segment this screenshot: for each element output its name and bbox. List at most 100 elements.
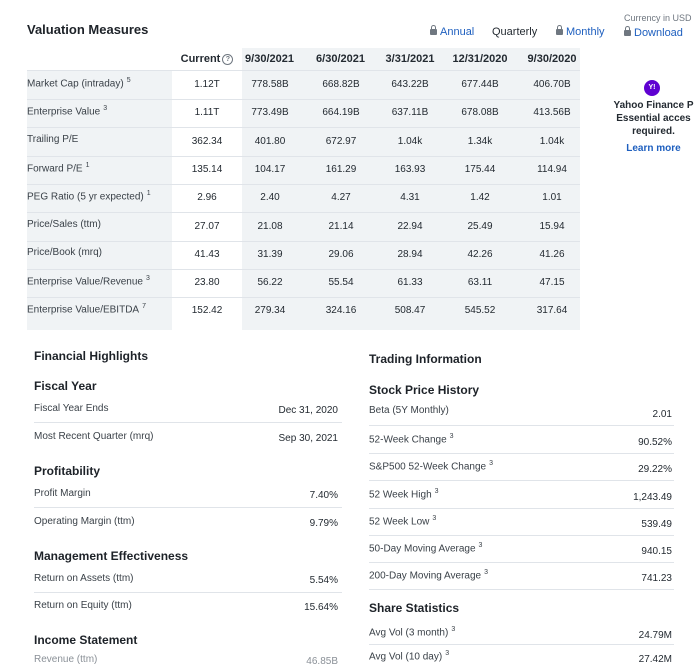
footnote-marker: 3 [478,542,483,549]
col-header: 9/30/2021 [245,53,294,65]
row-label-text: Enterprise Value [27,106,101,118]
row-label-text: Market Cap (intraday) [27,78,124,90]
footnote-marker: 1 [146,190,151,198]
divider [369,535,674,536]
valuation-cell: 413.56B [533,107,571,119]
valuation-cell: 41.26 [539,248,565,260]
label-text: 52 Week Low [369,516,430,528]
valuation-cell: 637.11B [391,107,429,119]
divider [369,480,674,481]
stock-history-value: 741.23 [641,573,672,584]
financial-highlights-title: Financial Highlights [34,349,149,363]
divider [27,212,580,214]
label-text: Avg Vol (10 day) [369,651,443,663]
valuation-cell: 61.33 [397,277,423,289]
row-label-text: Enterprise Value/Revenue [27,276,143,288]
valuation-cell: 28.94 [397,248,423,260]
learn-more-link[interactable]: Learn more [626,143,681,154]
mgmt-row-value: 5.54% [309,575,338,586]
valuation-cell: 1.04k [397,135,423,147]
stock-history-value: 1,243.49 [633,492,672,503]
col-header: 9/30/2020 [527,53,577,65]
divider [27,268,580,270]
stock-history-value: 29.22% [638,464,672,475]
stock-history-label: S&P500 52-Week Change 3 [369,460,493,472]
monthly-toggle[interactable]: Monthly [556,25,605,38]
fiscal-row-value: Sep 30, 2021 [278,433,339,444]
valuation-cell: 4.27 [331,192,351,204]
valuation-row-label: Price/Sales (ttm) [27,219,101,230]
row-label-text: Price/Sales (ttm) [27,218,101,230]
valuation-cell: 677.44B [461,79,499,90]
valuation-cell: 175.44 [464,163,496,175]
fiscal-row-label: Fiscal Year Ends [34,403,109,414]
col-header: 6/30/2021 [316,53,365,65]
valuation-cell: 678.08B [461,107,499,119]
valuation-cell: 29.06 [328,248,354,260]
valuation-cell: 1.04k [539,135,565,147]
income-row-label: Revenue (ttm) [34,654,98,665]
stock-history-label: 200-Day Moving Average 3 [369,569,488,581]
divider [34,592,342,593]
valuation-cell: 152.42 [191,305,223,317]
stock-price-history-title: Stock Price History [369,383,480,397]
stock-history-label: 52-Week Change 3 [369,433,454,445]
quarterly-toggle[interactable]: Quarterly [492,26,538,38]
valuation-cell: 672.97 [325,135,357,147]
divider [369,589,674,590]
promo-line: Essential acces [616,113,691,124]
lock-icon [430,25,437,35]
mgmt-row-label: Return on Equity (ttm) [34,600,132,611]
share-statistics-title: Share Statistics [369,601,460,615]
valuation-row-label: Forward P/E 1 [27,162,89,174]
profit-row-value: 9.79% [309,518,338,529]
valuation-cell: 41.43 [194,248,220,260]
valuation-cell: 401.80 [254,135,286,147]
col-header: 3/31/2021 [385,53,435,65]
share-stat-label: Avg Vol (10 day) 3 [369,650,449,662]
footnote-marker: 3 [103,105,108,113]
valuation-cell: 317.64 [536,305,568,317]
valuation-cell: 161.29 [325,163,357,175]
divider [27,155,580,157]
valuation-cell: 406.70B [533,79,571,90]
profit-row-value: 7.40% [309,490,338,501]
info-icon[interactable]: ? [222,54,234,65]
stock-history-value: 90.52% [638,437,672,448]
valuation-cell: 1.12T [194,79,220,90]
label-text: Avg Vol (3 month) [369,627,449,639]
footnote-marker: 3 [445,650,450,657]
valuation-cell: 104.17 [254,163,286,175]
valuation-cell: 643.22B [391,79,429,90]
valuation-cell: 1.01 [542,192,562,204]
divider [27,99,580,100]
lock-icon [624,26,631,36]
footnote-marker: 7 [142,303,146,311]
lock-icon [556,25,563,35]
footnote-marker: 3 [484,569,489,576]
annual-toggle[interactable]: Annual [430,25,474,38]
mgmt-row-label: Return on Assets (ttm) [34,573,134,584]
footnote-marker: 3 [449,433,454,440]
footnote-marker: 3 [451,626,456,633]
promo-line: required. [632,126,675,137]
valuation-row-label: Trailing P/E [27,134,78,145]
col-header-current: Current? [172,53,242,65]
stock-history-label: 52 Week High 3 [369,488,439,500]
footnote-marker: 1 [85,161,90,169]
valuation-cell: 279.34 [254,305,286,317]
row-label-text: Enterprise Value/EBITDA [27,304,140,316]
valuation-cell: 2.96 [197,192,217,204]
management-title: Management Effectiveness [34,549,189,563]
valuation-cell: 42.26 [467,248,493,260]
mgmt-row-value: 15.64% [304,602,338,613]
valuation-row-label: Market Cap (intraday) 5 [27,77,131,89]
label-text: 52 Week High [369,489,432,501]
valuation-cell: 21.08 [257,220,283,232]
valuation-cell: 56.22 [257,277,283,289]
income-statement-title: Income Statement [34,633,138,647]
valuation-cell: 508.47 [394,305,426,317]
download-button[interactable]: Download [624,26,683,39]
label-text: 52-Week Change [369,434,447,446]
label-text: Beta (5Y Monthly) [369,405,449,416]
